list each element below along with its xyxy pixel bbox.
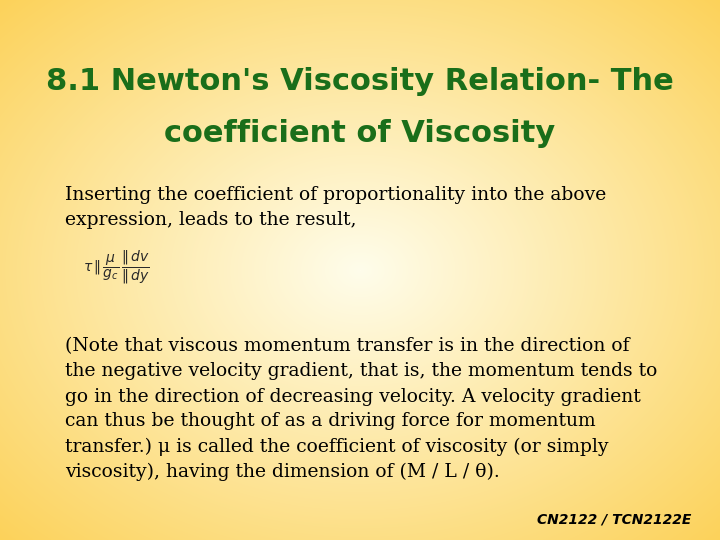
Text: Inserting the coefficient of proportionality into the above
expression, leads to: Inserting the coefficient of proportiona… (65, 186, 606, 230)
Text: $\tau\,\|\,\dfrac{\mu}{g_c}\,\dfrac{\|\,dv}{\|\,dy}$: $\tau\,\|\,\dfrac{\mu}{g_c}\,\dfrac{\|\,… (83, 248, 150, 286)
Text: (Note that viscous momentum transfer is in the direction of
the negative velocit: (Note that viscous momentum transfer is … (65, 338, 657, 481)
Text: coefficient of Viscosity: coefficient of Viscosity (164, 119, 556, 148)
Text: 8.1 Newton's Viscosity Relation- The: 8.1 Newton's Viscosity Relation- The (46, 68, 674, 97)
Text: CN2122 / TCN2122E: CN2122 / TCN2122E (537, 512, 691, 526)
